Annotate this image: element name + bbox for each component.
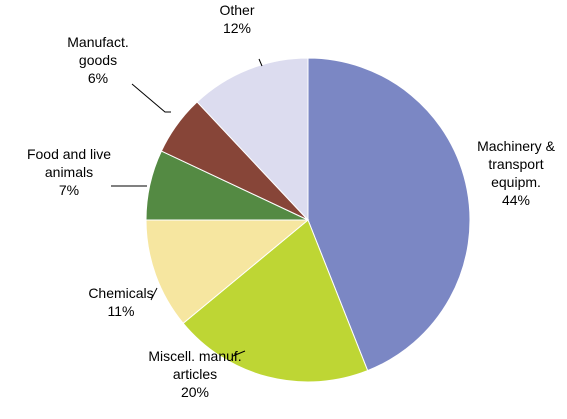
slice-category: Machinery & [477,138,555,154]
slice-percent: 12% [223,20,251,36]
slice-label-4: Manufact. goods 6% [67,34,128,86]
slice-category: goods [79,52,117,68]
slice-category: Manufact. [67,34,128,50]
pie-slice-0 [307,57,471,372]
slice-label-1: Miscell. manuf. articles 20% [148,348,241,400]
slice-category: Food and live [27,146,111,162]
leader-line-2 [150,287,158,301]
slice-category: animals [45,164,93,180]
pie-slice-2 [145,219,310,324]
pie-slices [145,57,471,383]
slice-percent: 20% [181,384,209,400]
slice-category: transport [488,156,543,172]
slice-category: equipm. [491,174,541,190]
leader-line-1 [232,350,246,357]
slice-percent: 11% [108,303,135,319]
slice-label-3: Food and live animals 7% [27,146,111,198]
slice-category: Other [219,2,254,18]
leader-lines [111,58,263,357]
slice-label-2: Chemicals 11% [88,285,153,319]
pie-slice-1 [182,219,369,383]
slice-label-0: Machinery & transport equipm. 44% [477,138,555,208]
slice-label-5: Other 12% [219,2,254,36]
leader-line-5 [258,58,263,67]
slice-percent: 44% [502,192,530,208]
slice-percent: 6% [88,70,108,86]
slice-category: Chemicals [88,285,153,301]
slice-percent: 7% [59,182,79,198]
slice-category: Miscell. manuf. [148,348,241,364]
pie-slice-5 [196,57,309,222]
slice-category: articles [173,366,217,382]
slice-labels: Machinery & transport equipm. 44% Miscell. m… [27,2,556,400]
leader-line-4 [131,83,171,113]
